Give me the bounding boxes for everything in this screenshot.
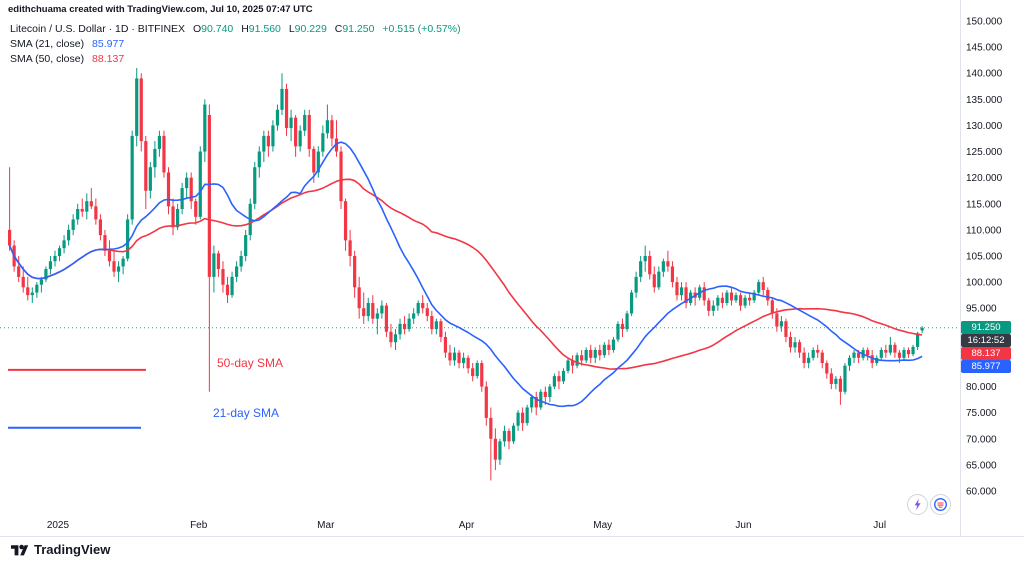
- svg-text:150.000: 150.000: [966, 17, 1003, 28]
- svg-text:70.000: 70.000: [966, 434, 997, 445]
- sma50-value: 88.137: [92, 53, 125, 65]
- svg-text:75.000: 75.000: [966, 408, 997, 419]
- sma50-legend-row[interactable]: SMA (50, close) 88.137: [10, 53, 461, 66]
- svg-text:2025: 2025: [47, 520, 70, 531]
- boost-button[interactable]: [907, 494, 928, 515]
- low-label: L: [288, 23, 295, 35]
- tradingview-logo-text: TradingView: [34, 542, 111, 557]
- svg-text:Apr: Apr: [459, 520, 475, 531]
- sma21-price-tag: 85.977: [961, 359, 1011, 373]
- attribution-text: edithchuama created with TradingView.com…: [8, 4, 313, 15]
- open-label: O: [192, 23, 202, 35]
- tradingview-logo-icon: [11, 544, 29, 556]
- svg-text:125.000: 125.000: [966, 147, 1003, 158]
- change-value: +0.515 (+0.57%): [382, 23, 461, 35]
- svg-text:Feb: Feb: [190, 520, 208, 531]
- svg-text:21-day SMA: 21-day SMA: [213, 406, 279, 420]
- close-label: C: [334, 23, 343, 35]
- svg-text:80.000: 80.000: [966, 382, 997, 393]
- series-legend-row[interactable]: Litecoin / U.S. Dollar · 1D · BITFINEX O…: [10, 23, 461, 36]
- series-title: Litecoin / U.S. Dollar · 1D · BITFINEX: [10, 23, 186, 35]
- open-value: 90.740: [201, 23, 234, 35]
- svg-text:145.000: 145.000: [966, 43, 1003, 54]
- price-scale[interactable]: [961, 0, 1024, 537]
- svg-text:Mar: Mar: [317, 520, 335, 531]
- reaction-icon: [934, 498, 947, 511]
- lightning-icon: [914, 498, 921, 511]
- svg-text:130.000: 130.000: [966, 121, 1003, 132]
- sma21-label: SMA (21, close): [10, 38, 85, 50]
- close-value: 91.250: [342, 23, 375, 35]
- high-label: H: [241, 23, 249, 35]
- svg-text:65.000: 65.000: [966, 460, 997, 471]
- high-value: 91.560: [248, 23, 281, 35]
- svg-text:May: May: [593, 520, 612, 531]
- svg-text:115.000: 115.000: [966, 199, 1002, 210]
- footer-bar: TradingView: [0, 536, 1024, 562]
- svg-text:Jun: Jun: [735, 520, 751, 531]
- tradingview-logo[interactable]: TradingView: [10, 540, 110, 559]
- svg-text:95.000: 95.000: [966, 304, 997, 315]
- chart-action-buttons: [907, 494, 951, 515]
- svg-text:105.000: 105.000: [966, 252, 1003, 263]
- svg-text:110.000: 110.000: [966, 225, 1002, 236]
- svg-text:50-day SMA: 50-day SMA: [217, 356, 283, 370]
- svg-text:140.000: 140.000: [966, 69, 1003, 80]
- chart-legend: Litecoin / U.S. Dollar · 1D · BITFINEX O…: [10, 23, 461, 68]
- countdown-tag: 16:12:52: [961, 333, 1011, 347]
- svg-text:Jul: Jul: [873, 520, 886, 531]
- time-scale[interactable]: [0, 514, 961, 537]
- reaction-button[interactable]: [930, 494, 951, 515]
- sma50-label: SMA (50, close): [10, 53, 85, 65]
- sma21-legend-row[interactable]: SMA (21, close) 85.977: [10, 38, 461, 51]
- svg-text:60.000: 60.000: [966, 487, 997, 498]
- last-price-tag: 91.250: [961, 320, 1011, 334]
- sma21-value: 85.977: [92, 38, 125, 50]
- svg-text:100.000: 100.000: [966, 278, 1003, 289]
- sma50-price-tag: 88.137: [961, 346, 1011, 360]
- svg-text:120.000: 120.000: [966, 173, 1003, 184]
- svg-text:135.000: 135.000: [966, 95, 1003, 106]
- low-value: 90.229: [294, 23, 327, 35]
